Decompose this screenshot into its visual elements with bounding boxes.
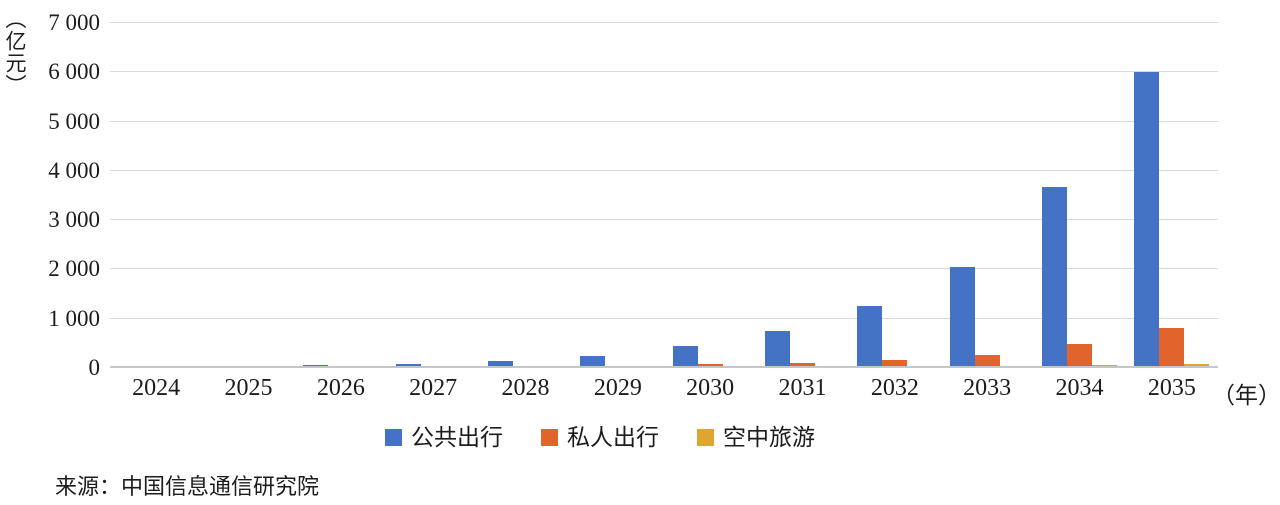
x-tick-label: 2031 <box>778 375 827 401</box>
gridline <box>110 219 1218 221</box>
bar-公共出行-2029 <box>580 356 606 367</box>
x-tick-label: 2030 <box>686 375 735 401</box>
bar-公共出行-2030 <box>672 346 698 367</box>
gridline <box>110 71 1218 73</box>
bar-公共出行-2031 <box>764 331 790 367</box>
bar-公共出行-2027 <box>395 363 421 367</box>
bar-私人出行-2034 <box>1066 344 1092 367</box>
x-tick-label: 2027 <box>409 375 458 401</box>
y-axis-unit-label: （亿元） <box>3 8 27 96</box>
legend-label: 私人出行 <box>567 425 659 450</box>
bar-group-2028 <box>479 22 571 367</box>
legend-swatch-icon <box>541 429 558 446</box>
x-tick-label: 2028 <box>501 375 550 401</box>
bar-group-2032 <box>849 22 941 367</box>
x-tick-label: 2029 <box>593 375 642 401</box>
legend-label: 公共出行 <box>411 425 503 450</box>
x-tick-label: 2033 <box>963 375 1012 401</box>
bar-group-2025 <box>202 22 294 367</box>
y-tick-label: 1 000 <box>48 305 100 331</box>
bar-公共出行-2035 <box>1134 71 1160 367</box>
gridline <box>110 169 1218 171</box>
legend: 公共出行 私人出行 空中旅游 <box>0 426 1200 449</box>
bar-私人出行-2035 <box>1159 328 1185 367</box>
plot-area <box>110 22 1218 367</box>
y-tick-label: 2 000 <box>48 256 100 282</box>
bar-group-2024 <box>110 22 202 367</box>
x-tick-label: 2025 <box>224 375 273 401</box>
bar-group-2030 <box>664 22 756 367</box>
x-tick-label: 2026 <box>316 375 365 401</box>
legend-item-公共出行: 公共出行 <box>385 426 503 449</box>
bar-公共出行-2032 <box>857 306 883 367</box>
legend-item-空中旅游: 空中旅游 <box>697 426 815 449</box>
y-tick-label: 5 000 <box>48 108 100 134</box>
gridline <box>110 22 1218 23</box>
bar-group-2027 <box>387 22 479 367</box>
source-note: 来源：中国信息通信研究院 <box>55 474 320 499</box>
legend-item-私人出行: 私人出行 <box>541 426 659 449</box>
y-tick-label: 4 000 <box>48 157 100 183</box>
bar-私人出行-2032 <box>882 360 908 367</box>
x-tick-label: 2032 <box>870 375 919 401</box>
bar-group-2029 <box>572 22 664 367</box>
bar-group-2035 <box>1126 22 1218 367</box>
y-tick-label: 0 <box>88 355 101 380</box>
legend-swatch-icon <box>385 429 402 446</box>
bar-group-2026 <box>295 22 387 367</box>
gridline <box>110 317 1218 319</box>
y-tick-label: 7 000 <box>48 10 100 35</box>
bar-group-2031 <box>756 22 848 367</box>
y-tick-label: 6 000 <box>48 59 100 85</box>
x-tick-label: 2035 <box>1147 375 1196 401</box>
x-axis-line <box>110 366 1218 368</box>
gridline <box>110 120 1218 122</box>
y-tick-label: 3 000 <box>48 207 100 233</box>
bar-私人出行-2033 <box>974 355 1000 367</box>
x-tick-label: 2024 <box>132 375 181 401</box>
bar-group-2034 <box>1033 22 1125 367</box>
legend-swatch-icon <box>697 429 714 446</box>
bar-group-2033 <box>941 22 1033 367</box>
bar-公共出行-2033 <box>949 266 975 367</box>
bar-公共出行-2034 <box>1041 187 1067 367</box>
bar-groups <box>110 22 1218 367</box>
x-tick-label: 2034 <box>1055 375 1104 401</box>
bar-私人出行-2030 <box>697 364 723 367</box>
bar-空中旅游-2035 <box>1184 364 1210 367</box>
x-axis-unit-label: （年） <box>1212 383 1280 408</box>
bar-私人出行-2031 <box>789 362 815 367</box>
gridline <box>110 268 1218 270</box>
legend-label: 空中旅游 <box>723 425 815 450</box>
bar-公共出行-2028 <box>487 361 513 367</box>
